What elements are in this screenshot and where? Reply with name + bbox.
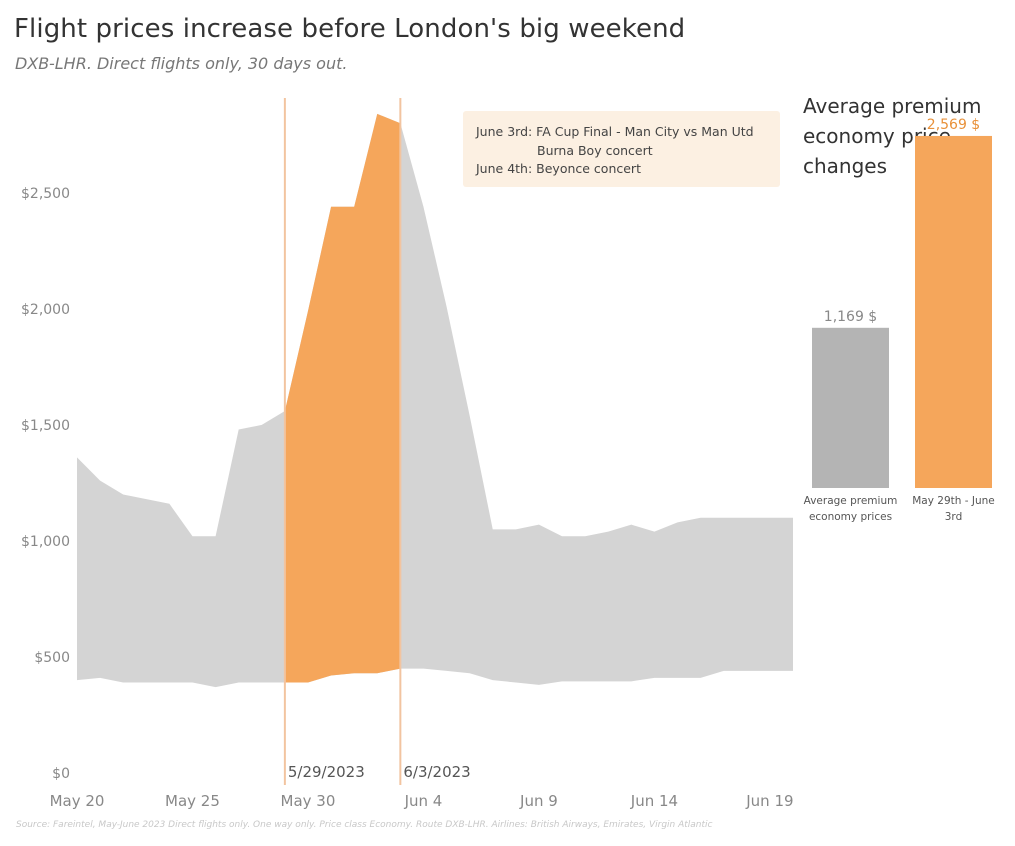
x-tick-label: Jun 9 bbox=[519, 792, 558, 810]
y-tick-label: $2,500 bbox=[21, 186, 70, 202]
annotation-line-3: June 4th: Beyonce concert bbox=[475, 161, 641, 176]
x-tick-label: Jun 19 bbox=[745, 792, 793, 810]
reference-line-label-2: 6/3/2023 bbox=[403, 763, 470, 781]
annotation-line-2: Burna Boy concert bbox=[537, 143, 653, 158]
x-tick-label: May 25 bbox=[165, 792, 220, 810]
x-tick-label: Jun 14 bbox=[630, 792, 678, 810]
bar-1 bbox=[812, 327, 889, 488]
reference-line-label-1: 5/29/2023 bbox=[288, 763, 365, 781]
x-tick-label: May 20 bbox=[50, 792, 105, 810]
bar-category-label-2-line-2: 3rd bbox=[945, 511, 962, 523]
x-tick-label: Jun 4 bbox=[404, 792, 443, 810]
chart-title: Flight prices increase before London's b… bbox=[14, 14, 686, 44]
annotation-line-1: June 3rd: FA Cup Final - Man City vs Man… bbox=[475, 124, 754, 139]
x-tick-label: May 30 bbox=[281, 792, 336, 810]
y-tick-label: $1,000 bbox=[21, 534, 70, 550]
y-tick-label: $500 bbox=[34, 650, 70, 666]
y-tick-label: $0 bbox=[52, 766, 70, 782]
price-range-area bbox=[77, 113, 793, 688]
highlight-range-area bbox=[284, 113, 401, 683]
bar-chart-title-line-1: Average premium bbox=[803, 94, 981, 118]
y-tick-label: $2,000 bbox=[21, 302, 70, 318]
bar-2 bbox=[915, 135, 992, 489]
bar-chart-title-line-3: changes bbox=[803, 154, 887, 178]
source-note: Source: Fareintel, May-June 2023 Direct … bbox=[16, 820, 713, 830]
bar-category-label-2-line-1: May 29th - June bbox=[912, 495, 995, 507]
bar-category-label-1-line-1: Average premium bbox=[804, 495, 898, 507]
bar-value-label-2: 2,569 $ bbox=[927, 117, 980, 133]
annotation-box bbox=[463, 111, 780, 187]
y-tick-label: $1,500 bbox=[21, 418, 70, 434]
chart-subtitle: DXB-LHR. Direct flights only, 30 days ou… bbox=[15, 54, 348, 73]
bar-value-label-1: 1,169 $ bbox=[824, 309, 877, 325]
bar-category-label-1-line-2: economy prices bbox=[809, 511, 892, 523]
